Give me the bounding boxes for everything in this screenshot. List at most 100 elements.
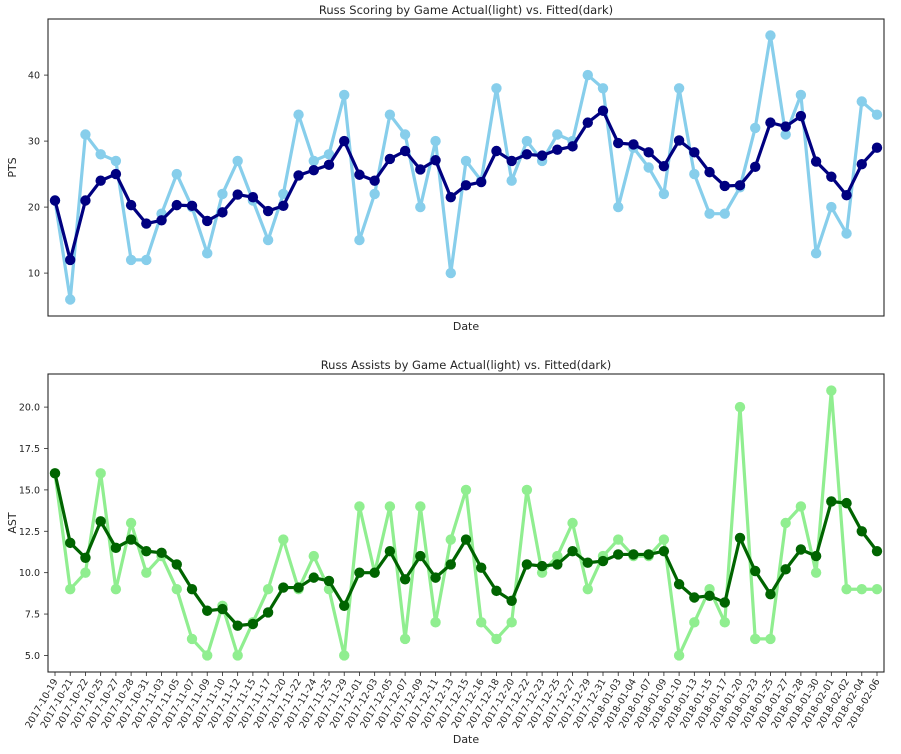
data-point [186, 200, 198, 211]
y-tick-label: 17.5 [19, 444, 40, 455]
data-point [719, 180, 730, 192]
data-point [369, 188, 380, 200]
data-point [765, 588, 776, 600]
series-fitted [49, 105, 883, 266]
data-point [262, 234, 274, 246]
data-point [810, 156, 822, 167]
y-tick-label: 12.5 [19, 527, 40, 538]
data-point [734, 180, 746, 191]
data-point [202, 650, 213, 661]
data-point [567, 517, 578, 529]
data-point [125, 534, 137, 545]
data-point [841, 228, 852, 239]
data-point [125, 517, 137, 529]
y-tick-label: 10.0 [19, 568, 40, 579]
data-point [460, 155, 472, 167]
data-point [247, 192, 259, 203]
data-point [232, 189, 243, 200]
data-point [354, 567, 365, 578]
data-point [415, 201, 426, 213]
data-point [49, 468, 61, 479]
data-point [354, 501, 365, 512]
data-point [704, 590, 715, 602]
data-point [445, 267, 456, 279]
data-point [780, 121, 791, 132]
data-point [65, 584, 76, 595]
data-point [354, 234, 365, 246]
data-point [415, 501, 426, 512]
data-point [217, 603, 228, 615]
data-point [689, 617, 700, 628]
data-point [658, 534, 670, 545]
data-point [521, 559, 533, 570]
data-point [567, 545, 578, 557]
data-point [308, 164, 319, 176]
data-point [826, 385, 837, 396]
data-point [186, 633, 198, 645]
data-point [506, 595, 517, 607]
data-point [841, 497, 852, 509]
data-point [399, 129, 411, 140]
data-point [125, 254, 137, 266]
data-point [430, 135, 441, 147]
y-tick-label: 20 [28, 203, 40, 214]
data-point [871, 109, 883, 120]
data-point [399, 574, 411, 585]
data-point [110, 155, 122, 167]
data-point [262, 607, 274, 618]
data-point [597, 83, 609, 94]
data-point [141, 218, 152, 229]
data-point [506, 155, 517, 167]
data-point [415, 550, 426, 562]
data-point [202, 605, 213, 616]
data-point [673, 83, 685, 94]
data-point [202, 215, 213, 227]
data-point [339, 650, 350, 661]
data-point [476, 562, 487, 573]
data-point [552, 550, 563, 562]
data-point [613, 137, 624, 149]
chart-title: Russ Assists by Game Actual(light) vs. F… [321, 358, 612, 372]
data-point [704, 208, 715, 219]
data-point [156, 215, 167, 226]
y-tick-label: 5.0 [25, 651, 40, 662]
data-point [445, 559, 456, 570]
data-point [613, 549, 624, 560]
data-point [247, 618, 259, 630]
data-point [491, 145, 502, 157]
data-point [673, 650, 685, 661]
data-point [856, 526, 867, 537]
data-point [232, 650, 243, 661]
data-point [339, 89, 350, 101]
data-point [719, 208, 730, 219]
data-point [171, 584, 182, 595]
data-point [871, 142, 883, 153]
data-point [750, 122, 761, 134]
data-point [628, 549, 639, 560]
data-point [750, 633, 761, 645]
data-point [506, 617, 517, 628]
data-point [810, 550, 822, 562]
data-point [262, 584, 274, 595]
data-point [186, 584, 198, 595]
data-point [871, 545, 883, 557]
data-point [597, 555, 609, 567]
data-point [856, 96, 867, 107]
data-point [293, 109, 304, 120]
data-point [80, 129, 91, 140]
data-point [841, 190, 852, 201]
data-point [810, 567, 822, 578]
data-point [80, 195, 91, 206]
data-point [323, 159, 335, 171]
data-point [430, 155, 441, 166]
data-point [628, 139, 639, 150]
data-point [795, 89, 807, 101]
data-point [506, 175, 517, 186]
data-point [491, 633, 502, 645]
data-point [384, 545, 396, 557]
y-tick-label: 10 [28, 269, 40, 280]
data-point [719, 597, 730, 608]
data-point [339, 135, 350, 147]
